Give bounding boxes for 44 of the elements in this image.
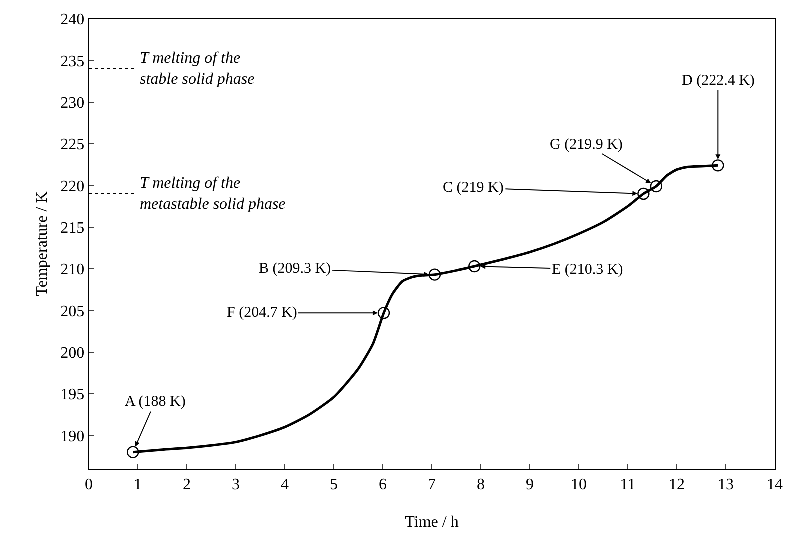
x-tick-label: 1 xyxy=(134,476,142,494)
y-tick-label: 215 xyxy=(60,220,85,237)
x-tick-label: 9 xyxy=(526,476,534,494)
y-tick-label: 200 xyxy=(60,344,85,362)
y-tick-label: 205 xyxy=(60,303,85,320)
point xyxy=(127,446,140,458)
point xyxy=(468,260,481,273)
annotation: E (210.3 K) xyxy=(552,262,624,278)
x-tick-label: 6 xyxy=(379,476,387,494)
y-tick-label: 230 xyxy=(60,94,85,112)
y-tick-label: 210 xyxy=(60,262,85,279)
ref-line-label: T melting of the stable solid phase xyxy=(140,50,255,88)
y-tick-label: 225 xyxy=(60,136,85,154)
x-tick-label: 0 xyxy=(85,476,93,494)
point xyxy=(638,188,650,200)
annotation: D (222.4 K) xyxy=(682,73,755,89)
x-tick-label: 11 xyxy=(620,476,636,494)
x-tick-label: 2 xyxy=(183,476,191,494)
x-tick-label: 13 xyxy=(718,476,734,494)
x-tick-label: 12 xyxy=(669,476,685,494)
x-axis-title: Time / h xyxy=(405,514,459,532)
annotation: G (219.9 K) xyxy=(550,137,623,153)
annotation: B (209.3 K) xyxy=(259,261,332,277)
y-axis-title: Temperature / K xyxy=(34,191,51,296)
y-tick-label: 220 xyxy=(60,178,85,196)
point xyxy=(650,180,663,193)
x-tick-label: 10 xyxy=(571,476,587,494)
x-tick-label: 8 xyxy=(477,476,485,494)
x-tick-label: 3 xyxy=(232,476,240,494)
x-tick-label: 5 xyxy=(330,476,338,494)
ref-line-label: T melting of the metastable solid phase xyxy=(140,175,286,213)
annotation: F (204.7 K) xyxy=(227,305,298,321)
point xyxy=(378,307,390,320)
point xyxy=(712,160,724,172)
x-tick-label: 14 xyxy=(767,476,783,494)
y-tick-label: 235 xyxy=(60,53,85,70)
x-tick-label: 4 xyxy=(281,476,289,494)
x-tick-label: 7 xyxy=(428,476,436,494)
annotation: C (219 K) xyxy=(443,180,504,196)
point xyxy=(428,268,442,281)
y-tick-label: 190 xyxy=(60,428,85,446)
y-tick-label: 195 xyxy=(60,386,85,404)
annotation: A (188 K) xyxy=(125,394,186,410)
y-tick-label: 240 xyxy=(60,12,85,29)
